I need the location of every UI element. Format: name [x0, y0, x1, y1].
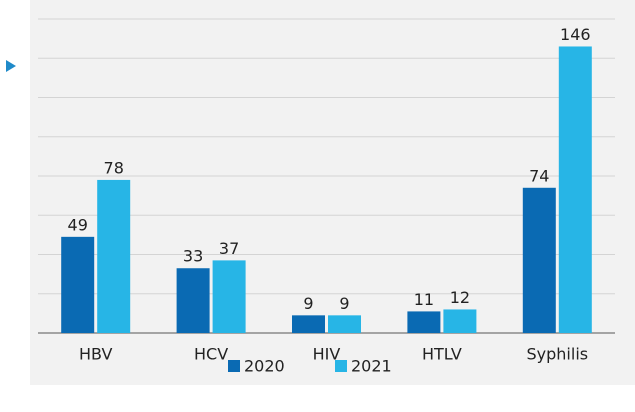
- bar: [61, 236, 95, 333]
- bar: [443, 309, 477, 333]
- bar: [407, 311, 441, 333]
- bar: [328, 315, 361, 333]
- bar: [176, 268, 210, 333]
- data-label: 74: [529, 166, 549, 185]
- data-label: 11: [414, 290, 434, 309]
- bar: [212, 260, 246, 333]
- data-label: 78: [104, 158, 124, 177]
- bar: [97, 179, 131, 333]
- legend-swatch: [335, 360, 347, 372]
- arrow-icon: [6, 60, 16, 72]
- data-label: 146: [560, 25, 591, 44]
- data-label: 12: [450, 288, 470, 307]
- x-tick-label: HTLV: [422, 345, 462, 364]
- data-label: 37: [219, 239, 239, 258]
- x-tick-label: Syphilis: [527, 345, 589, 364]
- bar: [522, 187, 556, 333]
- legend-label: 2020: [244, 357, 285, 376]
- x-tick-label: HIV: [313, 345, 341, 364]
- data-label: 9: [303, 294, 313, 313]
- data-label: 33: [183, 247, 203, 266]
- bar: [558, 46, 592, 333]
- legend-swatch: [228, 360, 240, 372]
- x-tick-label: HCV: [194, 345, 228, 364]
- data-label: 49: [68, 215, 88, 234]
- x-tick-label: HBV: [79, 345, 113, 364]
- legend-label: 2021: [351, 357, 392, 376]
- bar: [292, 315, 325, 333]
- data-label: 9: [339, 294, 349, 313]
